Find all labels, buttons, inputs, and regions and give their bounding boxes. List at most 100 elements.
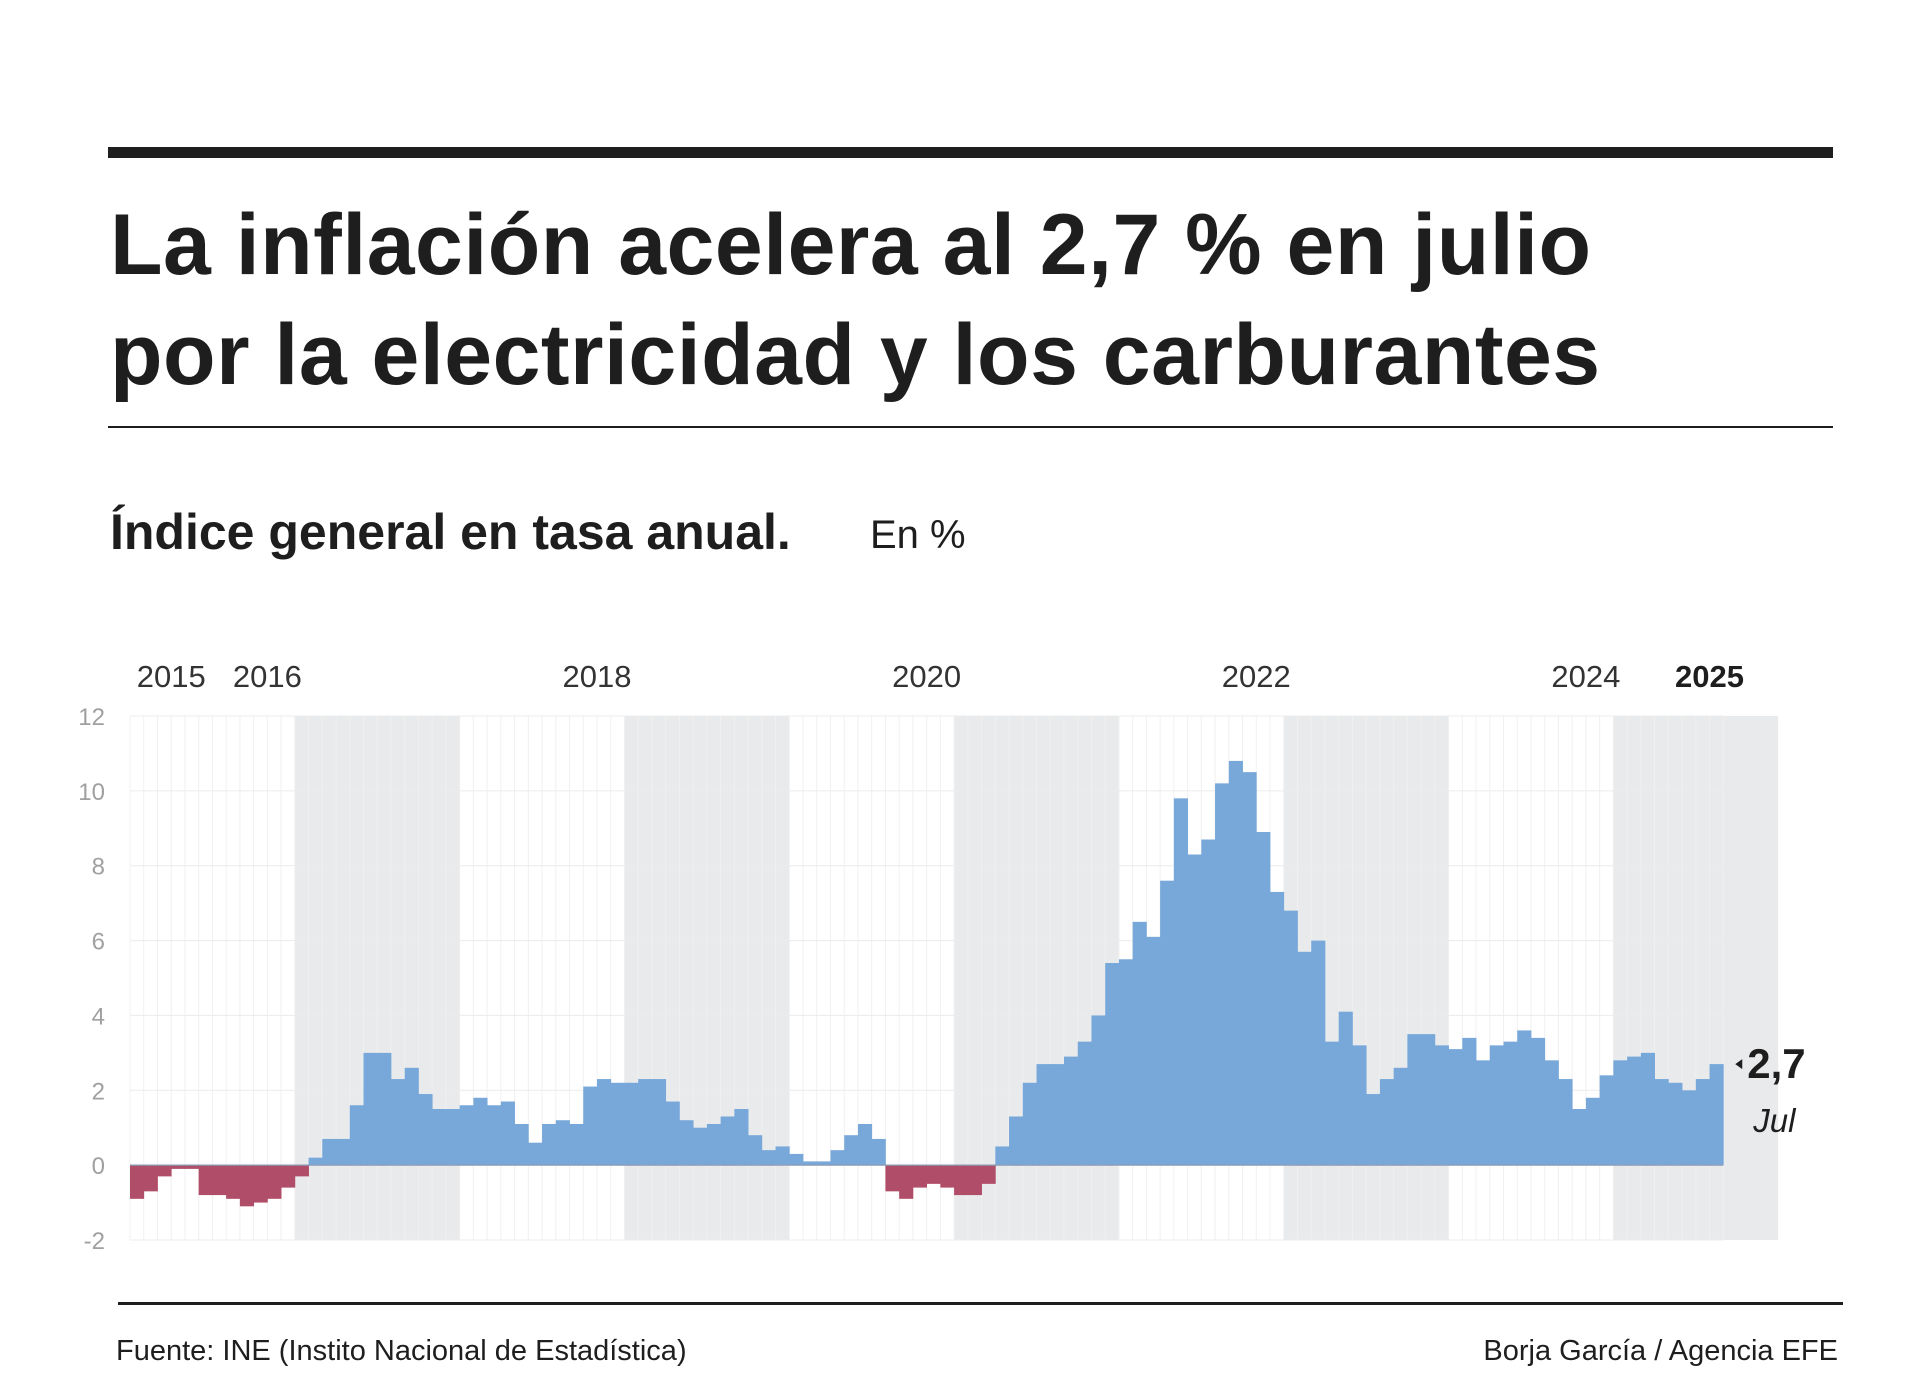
bar — [995, 1146, 1010, 1166]
bar — [1640, 1052, 1655, 1166]
bar — [487, 1105, 502, 1166]
bar — [1118, 959, 1134, 1166]
y-tick-label: 8 — [92, 854, 105, 881]
bar — [226, 1165, 241, 1199]
bar — [1173, 798, 1188, 1166]
bar — [1036, 1064, 1051, 1166]
y-tick-label: -2 — [84, 1228, 105, 1255]
bar — [1242, 772, 1257, 1166]
y-tick-label: 4 — [92, 1003, 105, 1030]
bar — [542, 1123, 557, 1166]
bar — [885, 1165, 900, 1192]
bar — [1201, 839, 1216, 1166]
bar — [1187, 854, 1202, 1166]
bar — [445, 1109, 461, 1166]
bar — [418, 1094, 433, 1166]
bar — [1462, 1037, 1477, 1166]
year-label: 2020 — [892, 659, 961, 694]
bar — [1352, 1045, 1367, 1166]
credit-note: Borja García / Agencia EFE — [1483, 1335, 1838, 1367]
bar — [1297, 951, 1312, 1166]
bar — [1379, 1079, 1395, 1166]
bar — [1530, 1037, 1546, 1166]
bar — [857, 1123, 873, 1166]
bar — [1585, 1097, 1601, 1166]
bar — [1283, 910, 1298, 1166]
bar — [981, 1165, 996, 1184]
bar — [816, 1161, 831, 1166]
bar — [899, 1165, 914, 1199]
bar — [1709, 1064, 1724, 1166]
bar — [803, 1161, 818, 1166]
bar — [1270, 891, 1285, 1166]
bar — [1077, 1041, 1092, 1166]
bar — [1105, 963, 1120, 1166]
bar — [912, 1165, 928, 1188]
bar — [583, 1086, 598, 1166]
chart-subtitle: Índice general en tasa anual. — [110, 504, 791, 560]
bar — [1682, 1090, 1697, 1166]
bar — [1366, 1094, 1381, 1166]
bar — [844, 1135, 859, 1166]
bar — [596, 1079, 612, 1166]
source-note: Fuente: INE (Instito Nacional de Estadís… — [116, 1335, 687, 1367]
year-label: 2025 — [1675, 659, 1744, 694]
bar — [390, 1079, 406, 1166]
bar — [1146, 936, 1161, 1166]
bar — [624, 1082, 639, 1166]
year-label: 2024 — [1551, 659, 1620, 694]
bar — [1517, 1030, 1532, 1166]
bar — [157, 1165, 172, 1177]
bar — [500, 1101, 515, 1166]
bottom-rule — [118, 1302, 1843, 1305]
last-value-month: Jul — [1752, 1102, 1797, 1139]
bar — [1256, 832, 1271, 1166]
last-value-pointer — [1735, 1059, 1743, 1070]
y-tick-label: 12 — [78, 704, 105, 731]
bar — [349, 1105, 364, 1166]
bar — [1695, 1079, 1710, 1166]
bar — [665, 1101, 680, 1166]
bar — [610, 1082, 625, 1166]
bar — [1022, 1082, 1037, 1166]
bar — [459, 1105, 474, 1166]
bar — [1668, 1082, 1683, 1166]
bar — [184, 1165, 200, 1169]
bar — [954, 1165, 969, 1196]
bar — [404, 1067, 419, 1166]
bar — [1091, 1015, 1106, 1166]
bar — [171, 1165, 186, 1169]
bar — [1654, 1079, 1669, 1166]
bar — [761, 1150, 776, 1166]
bar — [1132, 921, 1147, 1166]
bar — [377, 1052, 392, 1166]
bar — [1160, 880, 1175, 1166]
y-tick-label: 10 — [78, 779, 105, 806]
bar — [775, 1146, 790, 1166]
bar — [940, 1165, 955, 1188]
last-value-label: 2,7 — [1747, 1040, 1805, 1087]
bar — [1215, 783, 1230, 1166]
bar — [1476, 1060, 1491, 1166]
bar — [651, 1079, 667, 1166]
bar — [706, 1123, 722, 1166]
bar — [679, 1120, 694, 1166]
bar — [720, 1116, 735, 1166]
bar — [693, 1127, 708, 1166]
bar — [638, 1079, 653, 1166]
bar — [294, 1165, 309, 1177]
bar — [363, 1052, 378, 1166]
bar — [1338, 1011, 1353, 1166]
bar — [1393, 1067, 1408, 1166]
bar — [130, 1165, 145, 1199]
bar — [198, 1165, 213, 1196]
bar — [1572, 1109, 1587, 1166]
chart-unit: En % — [870, 513, 966, 557]
bar — [1448, 1049, 1463, 1166]
bar — [1613, 1060, 1628, 1166]
bar — [1627, 1056, 1642, 1166]
y-tick-label: 0 — [92, 1153, 105, 1180]
bar — [212, 1165, 227, 1196]
bar — [473, 1097, 488, 1166]
top-rule — [108, 147, 1833, 158]
